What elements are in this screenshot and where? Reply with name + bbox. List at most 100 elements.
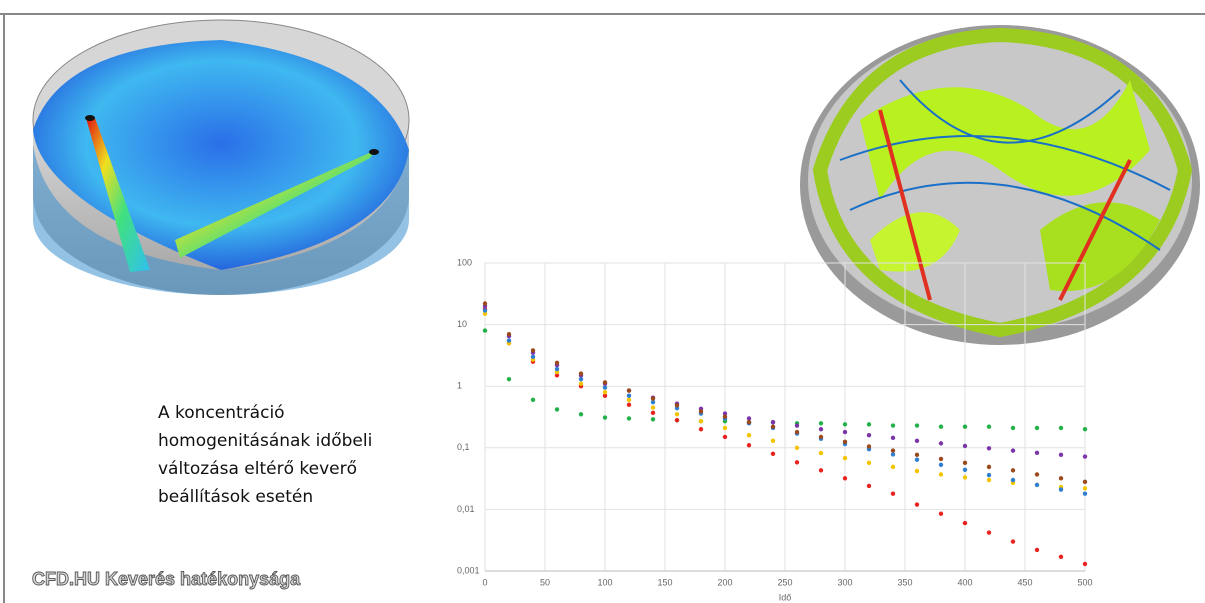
data-point — [650, 396, 656, 401]
data-point — [674, 418, 680, 423]
data-point — [890, 423, 896, 428]
data-point — [1010, 425, 1016, 431]
x-tick-label: 0 — [482, 577, 487, 587]
x-tick-label: 200 — [717, 577, 732, 587]
data-point — [1010, 448, 1016, 453]
data-point — [818, 450, 824, 456]
data-point — [938, 441, 944, 446]
data-point — [1010, 539, 1016, 544]
frame — [0, 13, 1205, 603]
data-point — [842, 476, 848, 481]
data-point — [482, 301, 488, 306]
x-tick-label: 450 — [1017, 577, 1032, 587]
y-tick-label: 0,1 — [457, 442, 470, 452]
data-point — [914, 452, 920, 457]
data-point — [506, 338, 512, 343]
x-tick-label: 400 — [957, 577, 972, 587]
data-point — [962, 475, 968, 480]
data-point — [890, 435, 896, 441]
data-point — [938, 462, 944, 467]
data-point — [986, 424, 992, 429]
data-point — [770, 451, 776, 456]
data-point — [602, 415, 608, 420]
data-point — [986, 464, 992, 470]
data-point — [842, 455, 848, 461]
data-point — [794, 423, 800, 428]
data-point — [578, 381, 584, 386]
x-tick-label: 50 — [540, 577, 550, 587]
data-point — [890, 491, 896, 496]
data-point — [914, 423, 920, 428]
data-point — [554, 360, 560, 365]
data-point — [530, 348, 536, 353]
data-point — [722, 414, 728, 419]
data-point — [770, 420, 776, 425]
data-point — [746, 443, 752, 448]
x-tick-label: 300 — [837, 577, 852, 587]
x-tick-label: 250 — [777, 577, 792, 587]
data-point — [986, 472, 992, 478]
data-point — [794, 429, 800, 435]
data-point — [650, 417, 656, 422]
data-point — [818, 468, 824, 473]
data-point — [938, 424, 944, 429]
data-point — [626, 393, 632, 398]
data-point — [482, 311, 488, 316]
data-point — [938, 511, 944, 516]
data-point — [962, 460, 968, 466]
data-point — [938, 472, 944, 477]
data-point — [842, 439, 848, 445]
data-point — [962, 424, 968, 429]
data-point — [1082, 561, 1088, 567]
data-point — [986, 477, 992, 483]
data-point — [482, 308, 488, 313]
data-point — [1034, 450, 1040, 455]
data-point — [1058, 452, 1064, 457]
data-point — [626, 402, 632, 407]
data-point — [866, 433, 872, 438]
data-point — [554, 366, 560, 372]
data-point — [962, 443, 968, 449]
y-tick-label: 10 — [457, 319, 467, 329]
data-point — [962, 467, 968, 472]
data-point — [1082, 479, 1088, 485]
data-point — [482, 328, 488, 333]
data-point — [842, 422, 848, 427]
x-axis-label: Idő — [779, 592, 792, 602]
data-point — [890, 448, 896, 453]
x-tick-label: 350 — [897, 577, 912, 587]
data-point — [578, 371, 584, 376]
data-point — [818, 434, 824, 440]
x-tick-label: 500 — [1077, 577, 1092, 587]
data-point — [1010, 477, 1016, 483]
data-point — [1034, 425, 1040, 431]
y-tick-label: 100 — [457, 257, 472, 267]
data-point — [818, 427, 824, 432]
data-point — [938, 456, 944, 462]
data-point — [722, 411, 728, 416]
data-point — [698, 409, 704, 414]
data-point — [866, 444, 872, 449]
data-point — [626, 388, 632, 393]
data-point — [1034, 547, 1040, 553]
data-point — [602, 385, 608, 390]
data-point — [554, 407, 560, 412]
data-point — [794, 445, 800, 450]
data-point — [890, 452, 896, 457]
y-tick-label: 1 — [457, 381, 462, 391]
data-point — [866, 483, 872, 489]
data-point — [674, 412, 680, 417]
description-line: A koncentráció — [158, 403, 285, 423]
data-point — [578, 376, 584, 382]
tank-streamline-image — [800, 25, 1200, 345]
data-point — [650, 405, 656, 410]
data-point — [1082, 454, 1088, 459]
data-point — [770, 424, 776, 429]
data-point — [530, 354, 536, 360]
description-line: homogenitásának időbeli — [158, 431, 372, 451]
data-point — [1010, 468, 1016, 473]
data-point — [578, 412, 584, 417]
data-point — [1058, 554, 1064, 560]
tank-contour-image — [32, 19, 410, 295]
data-point — [1082, 491, 1088, 496]
